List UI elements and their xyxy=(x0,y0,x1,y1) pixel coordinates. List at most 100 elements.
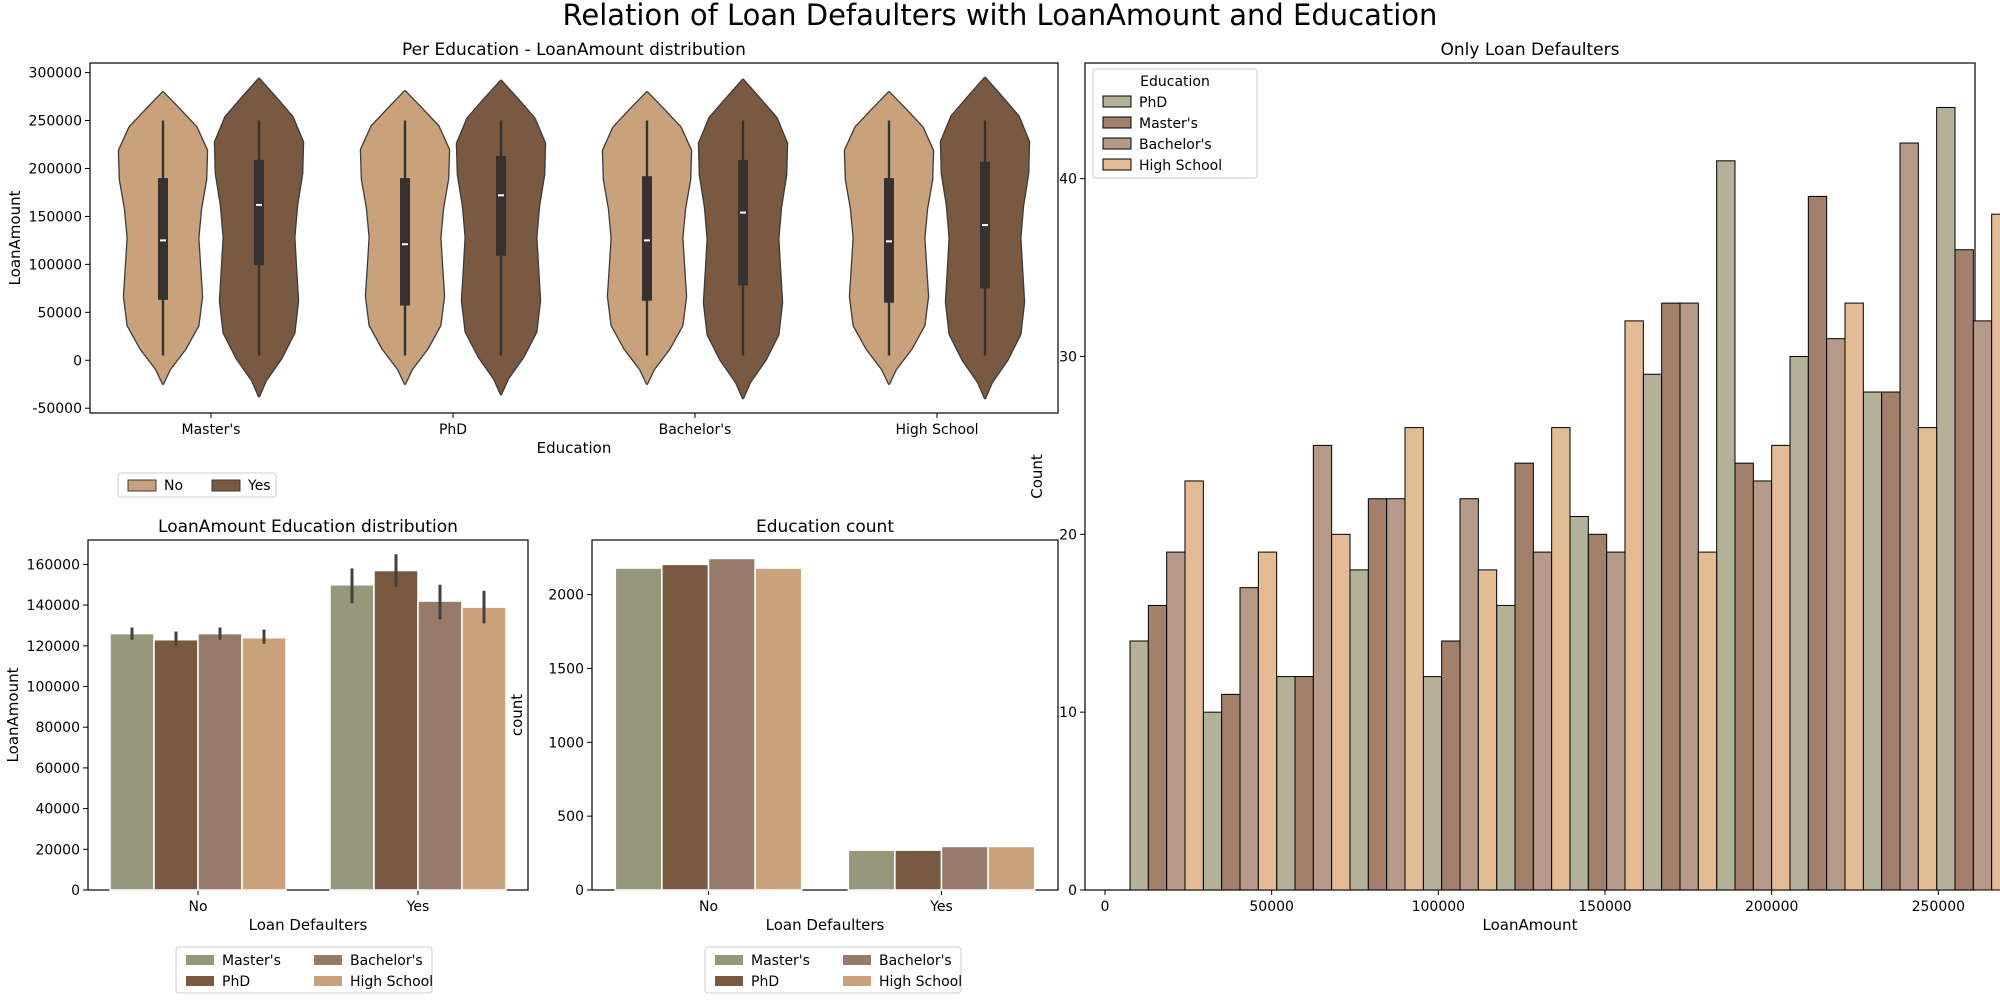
violin-title: Per Education - LoanAmount distribution xyxy=(402,40,746,60)
violin-legend-swatch-yes xyxy=(211,479,241,492)
hist-title: Only Loan Defaulters xyxy=(1441,40,1620,60)
loanamount-bar-ytick-label: 160000 xyxy=(27,557,80,573)
hist-bar-master-s-bin-1 xyxy=(1147,604,1168,891)
hist-bar-high-school-bin-7 xyxy=(1624,320,1644,891)
hist-bar-master-s-bin-5 xyxy=(1441,640,1461,891)
education-count-legend-swatch-bachelor-s xyxy=(843,955,871,965)
education-count-legend-label-phd: PhD xyxy=(751,974,779,990)
hist-bar-high-school-bin-1 xyxy=(1184,480,1204,891)
figure-title: Relation of Loan Defaulters with LoanAmo… xyxy=(563,0,1438,32)
loanamount-bar-ytick-label: 40000 xyxy=(35,802,80,818)
violin-yes-master-s-box xyxy=(254,159,264,266)
hist-bar-master-s-bin-4 xyxy=(1367,498,1388,891)
hist-bar-phd-bin-12 xyxy=(1936,106,1956,891)
hist-xtick-label: 100000 xyxy=(1412,899,1465,915)
hist-bar-high-school-bin-9 xyxy=(1771,444,1791,891)
hist-xlabel: LoanAmount xyxy=(1483,916,1578,934)
hist-bar-bachelor-s-bin-5 xyxy=(1459,498,1479,891)
loanamount-bar-legend-label-master-s: Master's xyxy=(222,953,281,969)
hist-ytick-label: 40 xyxy=(1059,172,1077,188)
loanamount-bar-bar-master-s-no xyxy=(109,632,155,891)
loanamount-bar-xtick-label: No xyxy=(188,899,207,915)
loanamount-bar-panel: LoanAmount Education distribution Loan De… xyxy=(4,517,529,994)
hist-bar-phd-bin-9 xyxy=(1716,160,1736,891)
loanamount-bar-legend-swatch-bachelor-s xyxy=(314,955,342,965)
education-count-ytick-label: 0 xyxy=(575,883,584,899)
violin-panel: Per Education - LoanAmount distribution E… xyxy=(6,40,1059,498)
hist-bar-phd-bin-6 xyxy=(1496,604,1516,891)
hist-bar-phd-bin-3 xyxy=(1276,676,1296,891)
education-count-bar-master-s-yes xyxy=(847,849,896,891)
loanamount-bar-bar-high-school-no xyxy=(241,636,287,891)
education-count-legend-swatch-phd xyxy=(715,976,743,986)
loanamount-bar-ytick-label: 80000 xyxy=(35,720,80,736)
hist-xtick-label: 200000 xyxy=(1745,899,1798,915)
hist-bar-high-school-bin-11 xyxy=(1917,427,1938,891)
hist-bar-phd-bin-1 xyxy=(1129,640,1149,891)
hist-bar-bachelor-s-bin-9 xyxy=(1752,480,1773,891)
hist-bar-bachelor-s-bin-10 xyxy=(1826,338,1846,891)
hist-xtick-label: 0 xyxy=(1101,899,1110,915)
violin-yes-phd-box xyxy=(496,156,506,256)
loanamount-bar-legend-swatch-high-school xyxy=(314,976,342,986)
education-count-legend-label-bachelor-s: Bachelor's xyxy=(879,953,952,969)
hist-bar-high-school-bin-2 xyxy=(1257,551,1278,891)
violin-ytick-label: 50000 xyxy=(37,305,82,321)
education-count-bar-phd-no xyxy=(661,563,710,891)
hist-bar-phd-bin-11 xyxy=(1862,391,1883,891)
loanamount-bar-legend-label-bachelor-s: Bachelor's xyxy=(350,953,423,969)
loanamount-bar-ytick-label: 120000 xyxy=(27,639,80,655)
loanamount-bar-xtick-label: Yes xyxy=(406,899,430,915)
education-count-bar-high-school-yes xyxy=(987,845,1036,891)
loanamount-bar-bar-bachelor-s-no xyxy=(197,632,243,891)
hist-legend-label-high-school: High School xyxy=(1139,158,1222,174)
hist-legend-swatch-phd xyxy=(1102,95,1132,108)
hist-legend-title: Education xyxy=(1140,74,1210,90)
education-count-ytick-label: 1000 xyxy=(548,735,584,751)
hist-ytick-label: 30 xyxy=(1059,349,1077,365)
hist-legend-swatch-bachelor-s xyxy=(1102,137,1132,150)
education-count-bar-bachelor-s-no xyxy=(707,557,756,891)
hist-bar-master-s-bin-3 xyxy=(1294,676,1314,891)
hist-bar-bachelor-s-bin-12 xyxy=(1972,320,1993,891)
hist-bar-master-s-bin-8 xyxy=(1661,302,1681,891)
hist-ylabel: Count xyxy=(1028,454,1046,499)
hist-bar-master-s-bin-10 xyxy=(1807,195,1828,891)
loanamount-bar-ylabel: LoanAmount xyxy=(4,667,22,762)
hist-legend-label-bachelor-s: Bachelor's xyxy=(1139,137,1212,153)
hist-xtick-label: 250000 xyxy=(1912,899,1965,915)
education-count-xtick-label: Yes xyxy=(929,899,953,915)
hist-bar-high-school-bin-3 xyxy=(1331,533,1351,891)
hist-bar-high-school-bin-12 xyxy=(1991,213,2000,891)
education-count-bar-phd-yes xyxy=(894,849,943,891)
hist-bar-phd-bin-5 xyxy=(1422,676,1443,891)
violin-frame xyxy=(89,62,1059,414)
hist-bar-bachelor-s-bin-6 xyxy=(1532,551,1553,891)
hist-bar-high-school-bin-8 xyxy=(1697,551,1718,891)
violin-xtick-label: Master's xyxy=(182,422,241,438)
hist-bar-high-school-bin-10 xyxy=(1844,302,1864,891)
violin-xtick-label: High School xyxy=(895,422,978,438)
education-count-ytick-label: 500 xyxy=(557,809,584,825)
education-count-bar-bachelor-s-yes xyxy=(940,845,989,891)
education-count-legend-swatch-high-school xyxy=(843,976,871,986)
hist-bar-bachelor-s-bin-1 xyxy=(1166,551,1186,891)
loanamount-bar-bar-bachelor-s-yes xyxy=(417,600,463,891)
loanamount-bar-ytick-label: 20000 xyxy=(35,842,80,858)
education-count-title: Education count xyxy=(756,517,894,537)
hist-bar-high-school-bin-6 xyxy=(1551,427,1571,891)
hist-legend-swatch-high-school xyxy=(1102,158,1132,171)
hist-bar-bachelor-s-bin-2 xyxy=(1239,587,1259,891)
hist-legend-swatch-master-s xyxy=(1102,116,1132,129)
violin-ytick-label: -50000 xyxy=(32,401,82,417)
education-count-bar-high-school-no xyxy=(754,567,803,891)
violin-legend-swatch-no xyxy=(127,479,157,492)
hist-ytick-label: 20 xyxy=(1059,527,1077,543)
hist-bar-high-school-bin-5 xyxy=(1477,569,1498,891)
violin-legend-label-no: No xyxy=(164,478,183,494)
hist-ytick-label: 0 xyxy=(1068,883,1077,899)
hist-bar-master-s-bin-9 xyxy=(1734,462,1754,891)
education-count-ytick-label: 1500 xyxy=(548,661,584,677)
violin-xtick-label: PhD xyxy=(439,422,467,438)
